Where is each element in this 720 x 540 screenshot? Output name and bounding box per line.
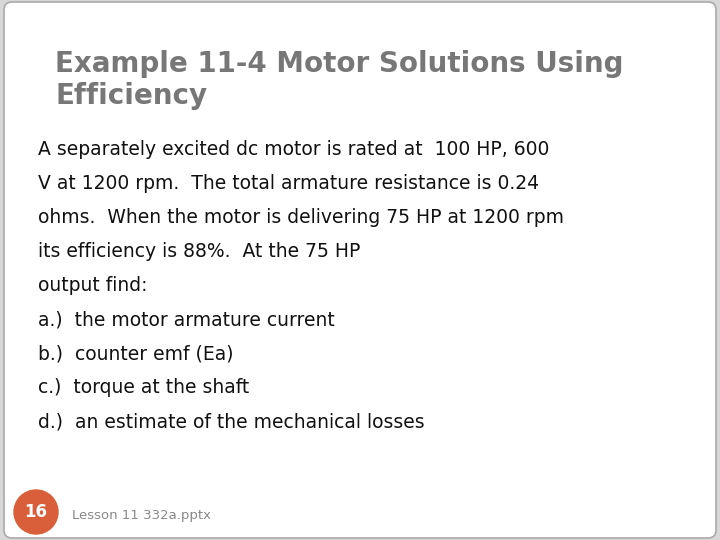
Circle shape bbox=[14, 490, 58, 534]
Text: Lesson 11 332a.pptx: Lesson 11 332a.pptx bbox=[72, 510, 211, 523]
Text: Efficiency: Efficiency bbox=[55, 82, 207, 110]
Text: b.)  counter emf (Ea): b.) counter emf (Ea) bbox=[38, 344, 233, 363]
Text: Example 11-4 Motor Solutions Using: Example 11-4 Motor Solutions Using bbox=[55, 50, 624, 78]
Text: output find:: output find: bbox=[38, 276, 148, 295]
Text: a.)  the motor armature current: a.) the motor armature current bbox=[38, 310, 335, 329]
Text: ohms.  When the motor is delivering 75 HP at 1200 rpm: ohms. When the motor is delivering 75 HP… bbox=[38, 208, 564, 227]
Text: c.)  torque at the shaft: c.) torque at the shaft bbox=[38, 378, 249, 397]
Text: A separately excited dc motor is rated at  100 HP, 600: A separately excited dc motor is rated a… bbox=[38, 140, 549, 159]
FancyBboxPatch shape bbox=[4, 2, 716, 538]
Text: its efficiency is 88%.  At the 75 HP: its efficiency is 88%. At the 75 HP bbox=[38, 242, 361, 261]
Text: 16: 16 bbox=[24, 503, 48, 521]
Text: d.)  an estimate of the mechanical losses: d.) an estimate of the mechanical losses bbox=[38, 412, 425, 431]
Text: V at 1200 rpm.  The total armature resistance is 0.24: V at 1200 rpm. The total armature resist… bbox=[38, 174, 539, 193]
